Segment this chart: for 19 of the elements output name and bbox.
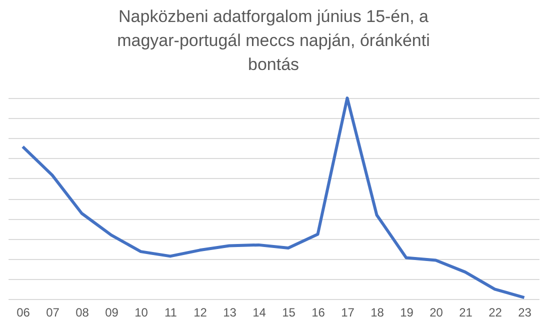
x-tick-label: 18 <box>370 306 384 320</box>
x-tick-label: 06 <box>16 306 30 320</box>
x-tick-label: 09 <box>105 306 119 320</box>
x-tick-label: 10 <box>134 306 148 320</box>
x-tick-label: 19 <box>400 306 414 320</box>
x-tick-label: 15 <box>282 306 296 320</box>
x-tick-label: 12 <box>194 306 208 320</box>
x-tick-label: 21 <box>459 306 473 320</box>
x-tick-label: 13 <box>223 306 237 320</box>
x-tick-label: 17 <box>341 306 355 320</box>
x-tick-label: 20 <box>430 306 444 320</box>
chart-title: Napközbeni adatforgalom június 15-én, a magyar-portugál meccs napján, óránkénti bontás <box>117 7 430 74</box>
x-tick-label: 07 <box>46 306 60 320</box>
x-tick-label: 08 <box>76 306 90 320</box>
x-tick-label: 14 <box>252 306 266 320</box>
x-tick-label: 23 <box>518 306 532 320</box>
x-tick-label: 16 <box>312 306 326 320</box>
x-tick-label: 11 <box>164 306 178 320</box>
x-tick-label: 22 <box>488 306 502 320</box>
